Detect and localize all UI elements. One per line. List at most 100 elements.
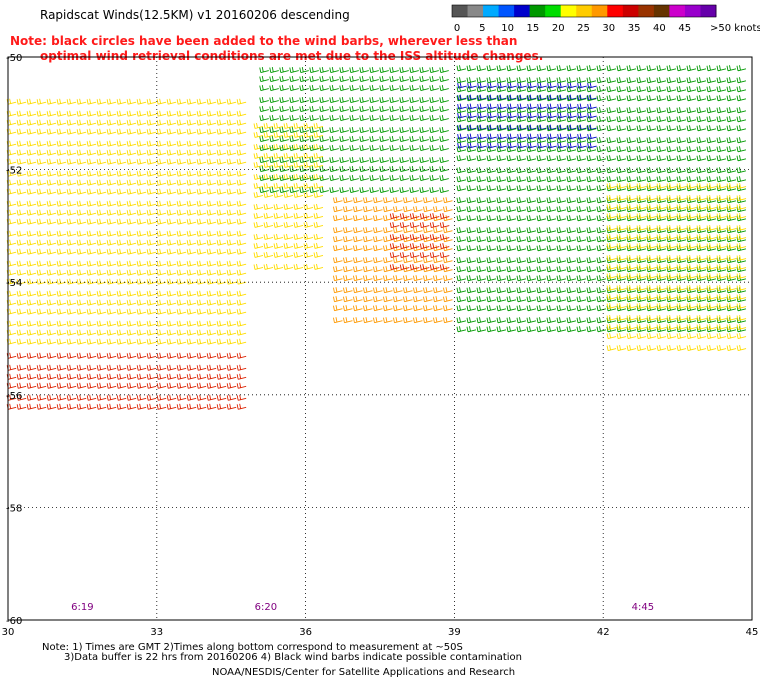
wind-barb (76, 364, 87, 371)
wind-barb (506, 305, 517, 312)
wind-barb (16, 158, 27, 165)
wind-barb (456, 146, 467, 153)
wind-barb (339, 114, 349, 121)
wind-barb (726, 233, 737, 240)
wind-barb (383, 266, 393, 273)
wind-barb (413, 305, 423, 312)
wind-barb (16, 382, 27, 389)
wind-barb (726, 224, 737, 231)
wind-barb (736, 302, 747, 309)
wind-barb (369, 96, 379, 103)
wind-barb (66, 338, 77, 345)
wind-barb (556, 116, 567, 123)
wind-barb (136, 278, 147, 285)
wind-barb (439, 165, 449, 172)
wind-barb (269, 75, 279, 82)
wind-barb (176, 128, 187, 135)
wind-barb (66, 269, 77, 276)
wind-barb (466, 296, 477, 303)
wind-barb (557, 142, 567, 149)
wind-barb (26, 209, 37, 216)
wind-barb (46, 140, 57, 147)
wind-barb (36, 110, 47, 117)
wind-barb (486, 305, 497, 312)
wind-barb (646, 224, 657, 231)
wind-barb (106, 158, 117, 165)
wind-barb (373, 197, 383, 204)
wind-barb (343, 287, 353, 294)
wind-barb (196, 218, 207, 225)
wind-barb (486, 266, 497, 273)
wind-barb (373, 257, 383, 264)
wind-barb (66, 209, 77, 216)
wind-barb (106, 209, 117, 216)
wind-barb (696, 263, 707, 270)
wind-barb (696, 146, 707, 153)
wind-barb (456, 296, 467, 303)
wind-barb (656, 323, 667, 330)
wind-barb (456, 95, 467, 102)
wind-barb (176, 239, 187, 246)
wind-barb (616, 95, 627, 102)
wind-barb (486, 116, 497, 123)
wind-barb (536, 137, 547, 144)
wind-barb (106, 382, 117, 389)
wind-barb (146, 149, 157, 156)
wind-barb (56, 373, 67, 380)
wind-barb (586, 107, 597, 114)
wind-barb (259, 144, 269, 151)
wind-barb (176, 260, 187, 267)
wind-barb (359, 186, 369, 193)
wind-barb (496, 266, 507, 273)
wind-barb (536, 245, 547, 252)
wind-barb (606, 107, 617, 114)
wind-barb (576, 296, 587, 303)
wind-barb (379, 96, 389, 103)
wind-barb (146, 364, 157, 371)
wind-barb (686, 302, 697, 309)
wind-barb (556, 65, 567, 72)
wind-barb (46, 230, 57, 237)
wind-barb (329, 186, 339, 193)
wind-barb (76, 239, 87, 246)
wind-barb (546, 317, 557, 324)
wind-barb (353, 245, 363, 252)
wind-barb (16, 320, 27, 327)
wind-barb (216, 188, 227, 195)
wind-barb (136, 158, 147, 165)
wind-barb (126, 230, 137, 237)
wind-barb (706, 203, 717, 210)
wind-barb (496, 137, 507, 144)
wind-barb (56, 128, 67, 135)
wind-barb (496, 227, 507, 234)
wind-barb (736, 107, 747, 114)
wind-barb (236, 394, 247, 401)
wind-barb (606, 332, 617, 339)
wind-barb (289, 84, 299, 91)
wind-barb (443, 257, 453, 264)
wind-barb (546, 77, 557, 84)
wind-barb (126, 218, 137, 225)
wind-barb (616, 203, 627, 210)
wind-barb (696, 137, 707, 144)
wind-barb (76, 382, 87, 389)
wind-barb (716, 86, 727, 93)
wind-barb (196, 209, 207, 216)
wind-barb (566, 296, 577, 303)
wind-barb (666, 344, 677, 351)
wind-barb (16, 308, 27, 315)
wind-barb (556, 326, 567, 333)
wind-barb (696, 176, 707, 183)
wind-barb (293, 152, 304, 159)
wind-barb (443, 197, 453, 204)
wind-barb (349, 105, 359, 112)
colorbar-swatch (591, 5, 608, 17)
wind-barb (706, 314, 717, 321)
wind-barb (236, 170, 247, 177)
wind-barb (126, 338, 137, 345)
wind-barb (26, 394, 37, 401)
wind-barb (236, 260, 247, 267)
wind-barb (106, 320, 117, 327)
wind-barb (516, 137, 527, 144)
wind-barb (343, 215, 353, 222)
